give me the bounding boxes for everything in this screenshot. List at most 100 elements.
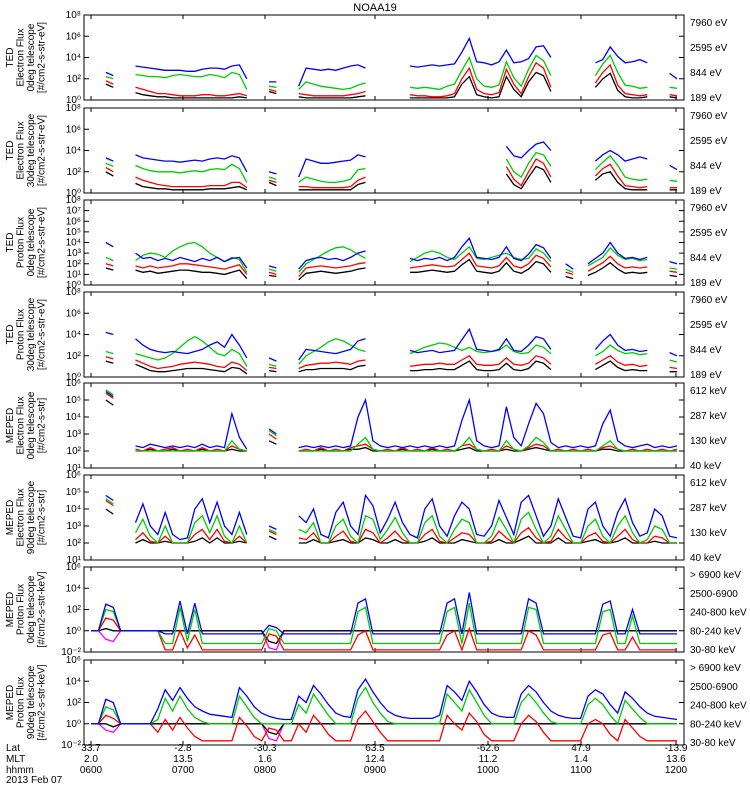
y-tick-label: 10⁰ xyxy=(66,280,81,291)
y-axis-label-line: [#/cm2-s-str-eV] xyxy=(37,299,48,370)
series-group xyxy=(105,141,678,191)
legend-entry: > 6900 keV xyxy=(690,663,741,674)
series-line xyxy=(105,389,677,452)
series-line xyxy=(91,709,677,742)
legend-entry: 189 eV xyxy=(690,370,722,381)
panel-5: 10¹ 10² 10³ 10⁴ 10⁵ 10⁶ MEPEDElectron Flux0deg… xyxy=(5,378,727,474)
panel-2: 10⁰ 10² 10⁴ 10⁶ 10⁸ TEDElectron Flux30deg tel… xyxy=(5,103,728,199)
y-tick-label: 10² xyxy=(67,74,82,85)
y-axis-label-line: [#/cm2-s-str] xyxy=(37,398,48,454)
y-axis-label-line: Electron Flux xyxy=(16,28,27,86)
series-line xyxy=(105,54,678,91)
series-line xyxy=(105,499,677,544)
y-axis-label-line: Electron Flux xyxy=(16,121,27,179)
y-tick-label: 10⁶ xyxy=(66,124,81,135)
series-line xyxy=(91,627,677,645)
x-tick-lat: 33.7 xyxy=(81,743,101,754)
y-axis-label-line: Proton Flux xyxy=(16,584,27,635)
y-axis-label-line: [#/cm2-s-str-eV] xyxy=(37,115,48,186)
y-tick-label: 10⁶ xyxy=(66,470,81,481)
y-axis-label-line: MEPED xyxy=(5,592,16,628)
y-axis-label: TEDElectron Flux30deg telescope[#/cm2-s-… xyxy=(5,113,48,187)
series-group xyxy=(105,389,678,452)
series-line xyxy=(105,237,678,270)
x-row-label: 2013 Feb 07 xyxy=(6,775,63,786)
panel-8: 10⁻² 10⁰ 10² 10⁴ 10⁶ MEPEDProton Flux90deg te… xyxy=(5,655,747,751)
y-axis-label: TEDProton Flux0deg telescope[#/cm2-s-str… xyxy=(5,207,48,278)
y-tick-label: 10⁶ xyxy=(66,378,81,389)
y-axis-label-line: 90deg telescope xyxy=(26,480,37,554)
y-tick-label: 10⁻² xyxy=(61,647,81,658)
y-axis-label-line: TED xyxy=(5,141,16,161)
series-line xyxy=(105,354,678,372)
series-line xyxy=(105,399,677,452)
y-tick-label: 10⁴ xyxy=(66,412,81,423)
y-tick-label: 10⁶ xyxy=(66,562,81,573)
legend-entry: 7960 eV xyxy=(690,295,728,306)
y-axis-label-line: [#/cm2-s-str-eV] xyxy=(37,22,48,93)
y-tick-label: 10⁵ xyxy=(66,227,81,238)
series-line xyxy=(105,390,678,450)
legend-entry: 844 eV xyxy=(690,161,722,172)
y-axis-label-line: MEPED xyxy=(5,408,16,444)
x-tick-mlt: 1.6 xyxy=(258,754,272,765)
legend-entry: 2595 eV xyxy=(690,136,728,147)
legend-entry: 30-80 keV xyxy=(690,738,736,749)
y-axis-label-line: 0deg telescope xyxy=(26,575,37,643)
x-tick-mlt: 11.2 xyxy=(479,754,498,765)
legend-entry: 40 keV xyxy=(690,553,721,564)
legend-entry: 7960 eV xyxy=(690,18,728,29)
legend-entry: 844 eV xyxy=(690,68,722,79)
y-axis-label-line: Proton Flux xyxy=(16,309,27,360)
legend-entry: 2500-6900 xyxy=(690,589,738,600)
y-axis-label-line: MEPED xyxy=(5,500,16,536)
x-row-label: MLT xyxy=(6,754,25,765)
legend-entry: 2595 eV xyxy=(690,43,728,54)
series-line xyxy=(91,617,677,651)
y-tick-label: 10⁷ xyxy=(66,206,81,217)
panel-frame xyxy=(83,659,685,746)
series-line xyxy=(105,360,677,375)
series-line xyxy=(105,71,678,99)
legend-entry: 130 keV xyxy=(690,436,727,447)
series-group xyxy=(105,493,678,545)
x-tick-mlt: 13.6 xyxy=(666,754,686,765)
y-axis-label-line: TED xyxy=(5,48,16,68)
x-tick-hhmm: 1200 xyxy=(665,765,688,776)
legend-entry: > 6900 keV xyxy=(690,570,741,581)
series-line xyxy=(91,677,678,725)
series-group xyxy=(91,677,678,742)
y-tick-label: 10¹ xyxy=(67,555,82,566)
y-tick-label: 10² xyxy=(67,167,82,178)
y-tick-label: 10⁴ xyxy=(66,504,81,515)
y-tick-label: 10⁸ xyxy=(66,195,81,206)
y-tick-label: 10⁰ xyxy=(66,719,81,730)
series-line xyxy=(105,36,678,87)
series-line xyxy=(105,327,678,362)
series-line xyxy=(91,592,677,635)
y-axis-label-line: 0deg telescope xyxy=(26,391,37,459)
x-tick-mlt: 2.0 xyxy=(84,754,98,765)
panel-1: 10⁰ 10² 10⁴ 10⁶ 10⁸ TEDElectron Flux0deg tele… xyxy=(5,10,728,106)
y-tick-label: 10⁸ xyxy=(66,103,81,114)
y-axis-label: MEPEDElectron Flux90deg telescope[#/cm2-… xyxy=(5,480,48,554)
y-axis-label-line: [#/cm2-s-str-eV] xyxy=(37,207,48,278)
y-tick-label: 10⁶ xyxy=(66,308,81,319)
series-line xyxy=(105,158,677,189)
legend-entry: 287 keV xyxy=(690,503,727,514)
x-tick-lat: -62.6 xyxy=(477,743,500,754)
y-tick-label: 10⁶ xyxy=(66,655,81,666)
y-axis-label-line: 90deg telescope xyxy=(26,665,37,739)
series-line xyxy=(91,723,677,736)
y-tick-label: 10¹ xyxy=(67,463,82,474)
y-axis-label-line: MEPED xyxy=(5,685,16,721)
y-axis-label-line: [#/cm2-s-str-keV] xyxy=(37,664,48,740)
y-axis-label-line: 0deg telescope xyxy=(26,23,37,91)
series-line xyxy=(105,165,677,191)
panel-frame xyxy=(83,474,685,561)
y-tick-label: 10⁴ xyxy=(66,146,81,157)
legend-entry: 2500-6900 xyxy=(690,682,738,693)
y-tick-label: 10⁶ xyxy=(66,31,81,42)
